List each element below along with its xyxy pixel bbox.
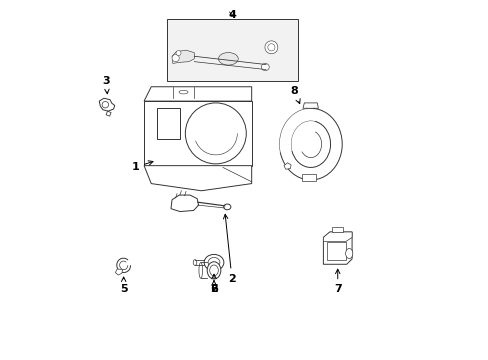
Circle shape	[185, 103, 246, 164]
Ellipse shape	[193, 260, 196, 265]
Text: 2: 2	[223, 214, 235, 284]
Polygon shape	[323, 232, 351, 264]
Polygon shape	[144, 101, 251, 166]
Ellipse shape	[203, 255, 224, 271]
Polygon shape	[106, 111, 111, 116]
Bar	[326, 242, 345, 260]
Circle shape	[267, 44, 274, 51]
Polygon shape	[332, 227, 343, 232]
Text: 6: 6	[210, 281, 218, 294]
Ellipse shape	[207, 262, 221, 279]
Ellipse shape	[223, 204, 230, 210]
Bar	[156, 108, 180, 139]
Text: 7: 7	[333, 269, 341, 294]
Ellipse shape	[218, 53, 238, 65]
Circle shape	[102, 102, 108, 108]
Polygon shape	[171, 195, 198, 212]
Circle shape	[264, 41, 277, 54]
Text: 8: 8	[290, 86, 300, 104]
Polygon shape	[172, 50, 194, 63]
Circle shape	[176, 50, 181, 55]
Text: 3: 3	[102, 76, 110, 94]
Polygon shape	[115, 269, 122, 275]
Polygon shape	[323, 232, 351, 242]
Polygon shape	[284, 163, 290, 169]
Text: 4: 4	[227, 10, 235, 20]
Ellipse shape	[179, 90, 187, 94]
Ellipse shape	[261, 63, 269, 71]
Polygon shape	[99, 98, 115, 111]
Text: 1: 1	[131, 161, 153, 172]
Polygon shape	[144, 166, 251, 191]
Circle shape	[172, 54, 179, 62]
Bar	[167, 19, 298, 81]
Text: 5: 5	[120, 277, 127, 294]
Bar	[301, 174, 315, 181]
Ellipse shape	[199, 262, 202, 278]
Ellipse shape	[208, 257, 220, 267]
Ellipse shape	[209, 265, 218, 276]
Text: 2: 2	[210, 274, 218, 294]
Ellipse shape	[345, 248, 352, 258]
Polygon shape	[144, 87, 251, 101]
Polygon shape	[303, 103, 318, 108]
